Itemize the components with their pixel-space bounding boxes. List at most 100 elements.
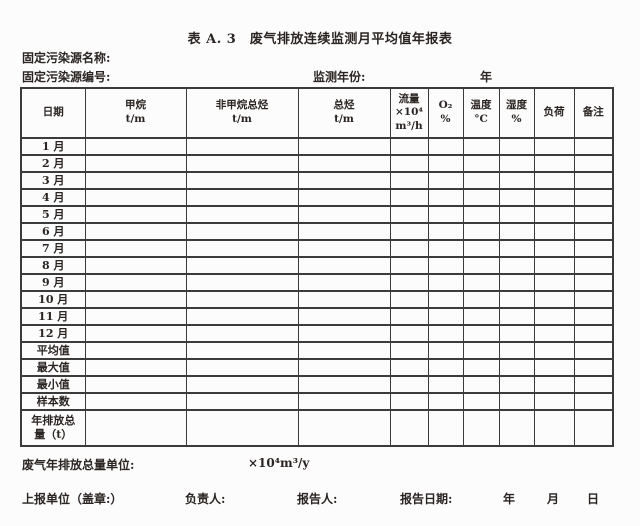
data-cell xyxy=(427,307,464,326)
data-cell xyxy=(427,154,464,173)
data-cell xyxy=(185,239,299,258)
data-cell xyxy=(84,239,187,258)
data-cell xyxy=(427,256,464,275)
annual-total-unit-label: 废气年排放总量单位: xyxy=(22,458,135,472)
data-cell xyxy=(462,324,500,343)
data-cell xyxy=(389,222,429,241)
data-cell xyxy=(462,290,500,309)
data-cell xyxy=(533,290,575,309)
data-cell xyxy=(573,154,614,173)
data-cell xyxy=(84,137,187,156)
data-cell xyxy=(573,392,614,411)
data-cell xyxy=(462,273,500,292)
row-label: 样本数 xyxy=(20,392,86,411)
data-cell xyxy=(573,205,614,224)
data-cell xyxy=(573,273,614,292)
data-cell xyxy=(389,273,429,292)
data-cell xyxy=(389,375,429,394)
data-cell xyxy=(297,205,391,224)
data-cell xyxy=(297,256,391,275)
data-cell xyxy=(462,341,500,360)
report-date-day-label: 日 xyxy=(587,492,600,506)
data-cell xyxy=(297,290,391,309)
data-cell xyxy=(185,222,299,241)
data-cell xyxy=(185,375,299,394)
data-cell xyxy=(297,375,391,394)
data-cell xyxy=(84,188,187,207)
data-cell xyxy=(533,137,575,156)
table-row: 12 月 xyxy=(20,324,614,343)
data-cell xyxy=(185,205,299,224)
data-cell xyxy=(389,205,429,224)
data-cell xyxy=(185,154,299,173)
column-header-9: 备注 xyxy=(573,87,614,139)
data-cell xyxy=(389,188,429,207)
row-label: 9 月 xyxy=(20,273,86,292)
data-cell xyxy=(498,409,535,447)
data-cell xyxy=(498,392,535,411)
column-header-5: O₂ % xyxy=(427,87,464,139)
data-cell xyxy=(533,239,575,258)
data-cell xyxy=(573,358,614,377)
data-cell xyxy=(389,256,429,275)
row-label: 8 月 xyxy=(20,256,86,275)
data-cell xyxy=(533,154,575,173)
data-cell xyxy=(297,341,391,360)
data-cell xyxy=(498,205,535,224)
table-row: 样本数 xyxy=(20,392,614,411)
responsible-person-label: 负责人: xyxy=(185,492,226,506)
row-label: 4 月 xyxy=(20,188,86,207)
data-cell xyxy=(84,222,187,241)
table-row: 10 月 xyxy=(20,290,614,309)
data-cell xyxy=(427,358,464,377)
report-date-label: 报告日期: xyxy=(400,492,453,506)
data-cell xyxy=(533,392,575,411)
table-row: 7 月 xyxy=(20,239,614,258)
data-cell xyxy=(498,375,535,394)
data-cell xyxy=(389,290,429,309)
table-header-row: 日期 甲烷 t/m 非甲烷总烃 t/m 总烃 t/m 流量 ×10⁴ m³/h O₂ % 温… xyxy=(20,87,614,139)
data-cell xyxy=(462,222,500,241)
data-cell xyxy=(389,171,429,190)
table-row: 9 月 xyxy=(20,273,614,292)
data-cell xyxy=(427,137,464,156)
data-cell xyxy=(462,239,500,258)
data-cell xyxy=(389,239,429,258)
data-cell xyxy=(573,137,614,156)
monitor-year-unit: 年 xyxy=(480,70,493,84)
data-cell xyxy=(84,392,187,411)
data-cell xyxy=(573,307,614,326)
data-cell xyxy=(498,256,535,275)
table-row: 6 月 xyxy=(20,222,614,241)
data-cell xyxy=(427,341,464,360)
data-cell xyxy=(573,290,614,309)
data-cell xyxy=(427,392,464,411)
data-cell xyxy=(533,307,575,326)
row-label: 年排放总 量（t） xyxy=(20,409,86,447)
column-header-4: 流量 ×10⁴ m³/h xyxy=(389,87,429,139)
data-cell xyxy=(297,239,391,258)
report-date-month-label: 月 xyxy=(547,492,560,506)
data-cell xyxy=(185,290,299,309)
data-cell xyxy=(533,205,575,224)
data-cell xyxy=(297,171,391,190)
table-row: 最小值 xyxy=(20,375,614,394)
data-cell xyxy=(185,188,299,207)
data-cell xyxy=(462,171,500,190)
data-cell xyxy=(84,290,187,309)
row-label: 10 月 xyxy=(20,290,86,309)
column-header-1: 甲烷 t/m xyxy=(84,87,187,139)
data-cell xyxy=(533,222,575,241)
data-cell xyxy=(185,392,299,411)
column-header-2: 非甲烷总烃 t/m xyxy=(185,87,299,139)
column-header-3: 总烃 t/m xyxy=(297,87,391,139)
data-cell xyxy=(573,188,614,207)
report-unit-seal-label: 上报单位（盖章:） xyxy=(22,492,123,506)
column-header-6: 温度 °C xyxy=(462,87,500,139)
data-cell xyxy=(297,137,391,156)
data-cell xyxy=(533,171,575,190)
data-cell xyxy=(427,324,464,343)
data-cell xyxy=(389,154,429,173)
data-cell xyxy=(297,188,391,207)
